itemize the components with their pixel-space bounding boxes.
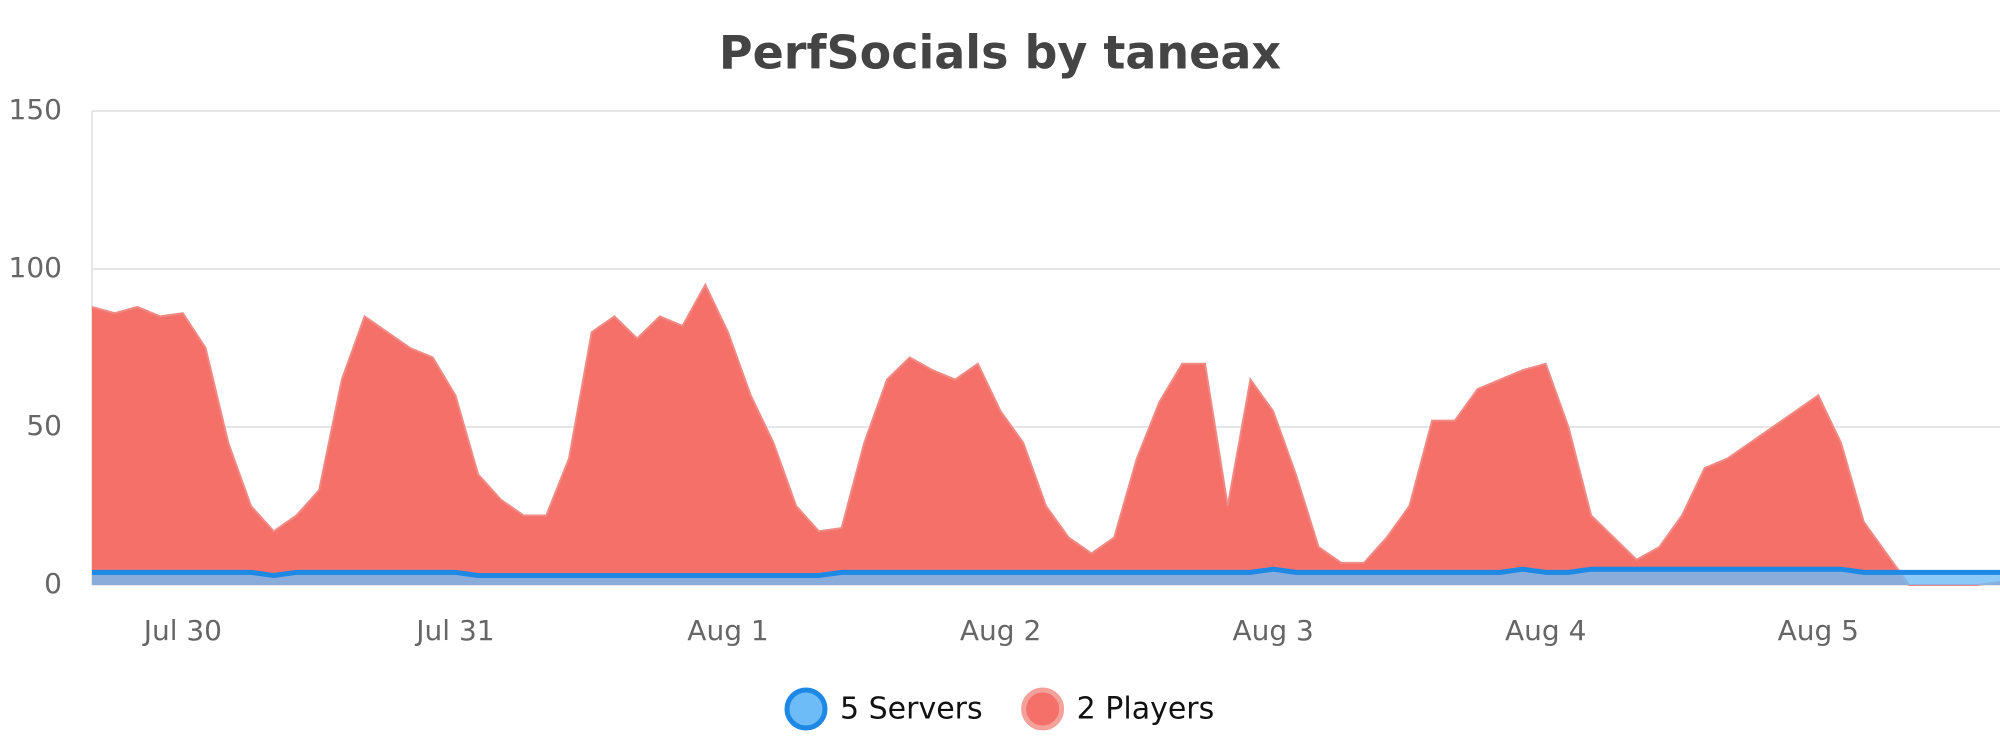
x-tick-label: Aug 5 bbox=[1778, 614, 1859, 647]
area bbox=[92, 569, 2000, 585]
legend-marker bbox=[784, 687, 828, 731]
x-tick-label: Aug 4 bbox=[1505, 614, 1586, 647]
legend-marker bbox=[1021, 687, 1065, 731]
y-tick-label: 150 bbox=[9, 93, 62, 126]
legend-label: 2 Players bbox=[1077, 692, 1215, 727]
legend-label: 5 Servers bbox=[840, 692, 983, 727]
x-tick-label: Aug 1 bbox=[687, 614, 768, 647]
line bbox=[91, 282, 2000, 586]
y-tick-label: 50 bbox=[26, 409, 62, 442]
y-tick-label: 100 bbox=[9, 251, 62, 284]
y-tick-label: 0 bbox=[44, 567, 62, 600]
x-tick-label: Jul 30 bbox=[142, 614, 222, 647]
chart-title: PerfSocials by taneax bbox=[719, 26, 1281, 80]
x-tick-label: Aug 2 bbox=[960, 614, 1041, 647]
area bbox=[92, 284, 2000, 585]
line bbox=[92, 566, 2000, 579]
x-tick-label: Aug 3 bbox=[1232, 614, 1313, 647]
x-tick-label: Jul 31 bbox=[414, 614, 494, 647]
